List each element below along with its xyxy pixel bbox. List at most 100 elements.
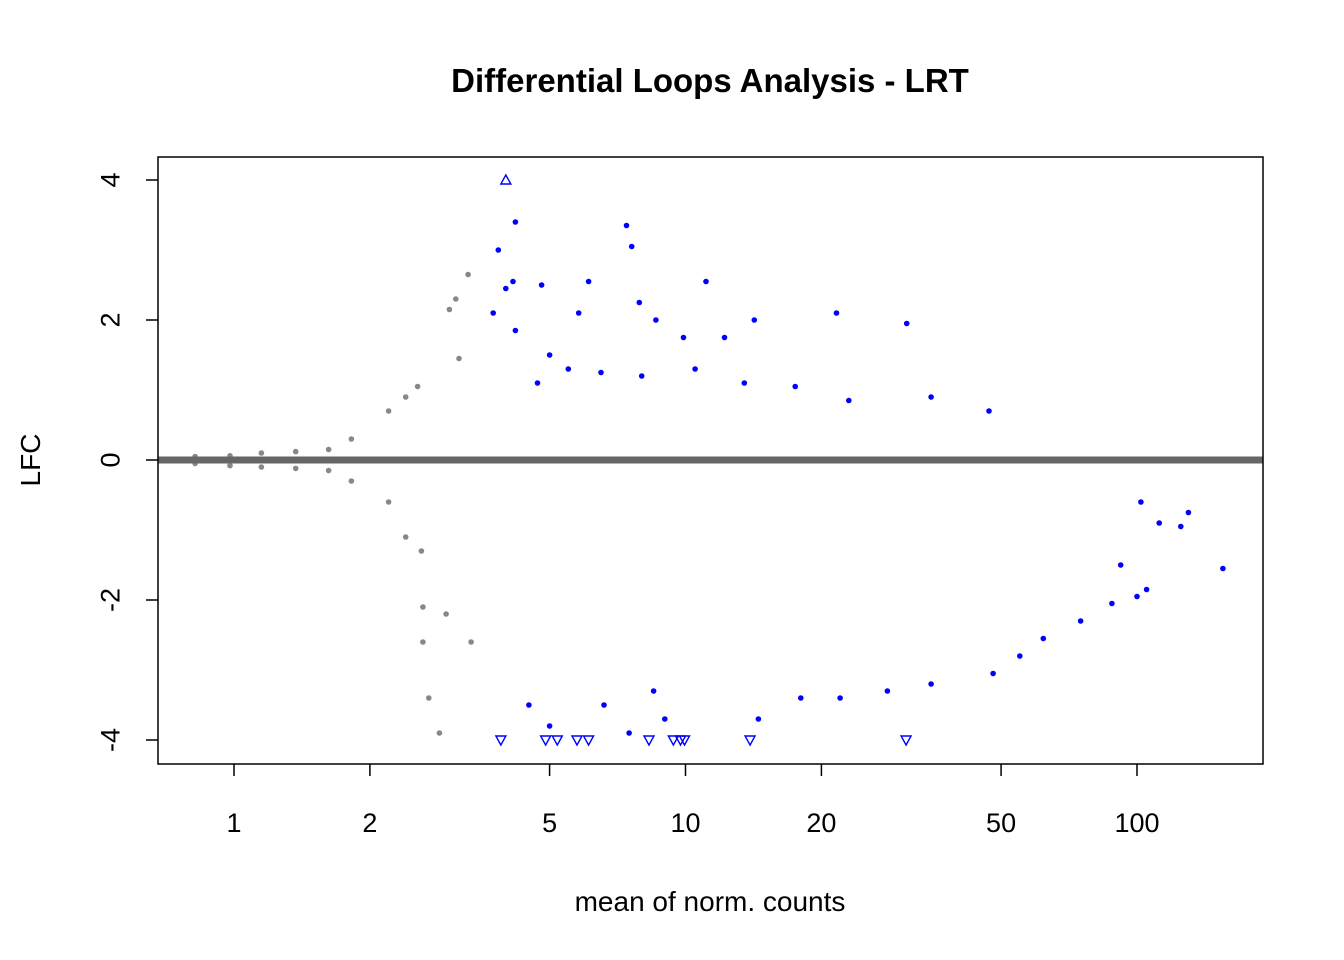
y-tick-label: 4 bbox=[95, 172, 125, 187]
data-point bbox=[526, 702, 532, 708]
data-point bbox=[741, 380, 748, 386]
data-point bbox=[585, 278, 592, 285]
data-point bbox=[512, 327, 519, 334]
data-point bbox=[446, 306, 453, 313]
data-point bbox=[402, 534, 409, 540]
data-point bbox=[1156, 520, 1162, 526]
out-of-range-down-marker bbox=[582, 735, 595, 747]
data-point bbox=[928, 681, 934, 687]
data-point bbox=[258, 450, 265, 456]
data-point bbox=[721, 334, 728, 341]
data-point bbox=[751, 317, 758, 323]
data-point bbox=[465, 271, 471, 278]
data-point bbox=[436, 730, 443, 736]
data-point bbox=[884, 688, 891, 694]
data-point bbox=[348, 436, 355, 442]
data-point bbox=[692, 366, 698, 372]
data-point bbox=[662, 716, 668, 722]
data-point bbox=[512, 219, 519, 225]
data-point bbox=[510, 278, 516, 285]
out-of-range-down-marker bbox=[678, 735, 691, 747]
data-point bbox=[546, 352, 553, 358]
data-point bbox=[1117, 562, 1124, 568]
data-point bbox=[601, 702, 607, 708]
data-point bbox=[443, 611, 449, 617]
data-point bbox=[792, 383, 798, 390]
data-point bbox=[565, 366, 572, 372]
data-point bbox=[420, 639, 426, 645]
y-tick-label: -2 bbox=[95, 588, 125, 612]
out-of-range-up-marker bbox=[499, 173, 513, 185]
out-of-range-down-marker bbox=[551, 735, 564, 747]
data-point bbox=[703, 278, 709, 285]
data-point bbox=[755, 716, 762, 722]
data-point bbox=[534, 380, 541, 386]
data-point bbox=[495, 247, 502, 253]
data-point bbox=[598, 369, 604, 376]
data-point bbox=[418, 548, 425, 554]
data-point bbox=[903, 320, 910, 327]
data-point bbox=[1138, 499, 1144, 505]
x-tick-label: 5 bbox=[542, 808, 557, 838]
data-point bbox=[833, 310, 840, 316]
data-point bbox=[680, 334, 687, 341]
x-axis-label: mean of norm. counts bbox=[575, 886, 846, 917]
data-point bbox=[546, 723, 553, 729]
data-point bbox=[1109, 600, 1115, 607]
data-point bbox=[575, 310, 582, 316]
data-point bbox=[928, 394, 934, 400]
data-point bbox=[798, 695, 804, 701]
x-axis: 1 2 5 10 20 50 100 bbox=[226, 764, 1160, 838]
data-points bbox=[192, 219, 1226, 736]
data-point bbox=[325, 446, 332, 453]
data-point bbox=[1143, 586, 1150, 593]
data-point bbox=[846, 397, 852, 404]
data-point bbox=[986, 408, 992, 414]
x-tick-label: 50 bbox=[986, 808, 1016, 838]
data-point bbox=[1185, 509, 1192, 516]
data-point bbox=[420, 604, 426, 610]
data-point bbox=[1017, 653, 1023, 659]
out-of-range-down-marker bbox=[539, 735, 552, 747]
data-point bbox=[1077, 618, 1084, 624]
data-point bbox=[626, 730, 632, 736]
data-point bbox=[385, 499, 392, 505]
out-of-range-down-marker bbox=[899, 735, 913, 747]
out-of-range-down-marker bbox=[642, 735, 656, 747]
data-point bbox=[348, 478, 355, 484]
series-points bbox=[490, 219, 1226, 736]
x-tick-label: 2 bbox=[362, 808, 377, 838]
data-point bbox=[292, 448, 299, 455]
out-of-range-down-marker bbox=[494, 735, 508, 747]
data-point bbox=[490, 310, 497, 316]
data-point bbox=[258, 464, 265, 470]
y-axis: -4 -2 0 2 4 bbox=[95, 172, 158, 752]
data-point bbox=[1220, 565, 1226, 572]
out-of-range-down-marker bbox=[743, 735, 757, 747]
data-point bbox=[503, 285, 509, 292]
data-point bbox=[325, 467, 332, 474]
data-point bbox=[1040, 635, 1047, 642]
data-point bbox=[638, 373, 645, 379]
data-point bbox=[837, 695, 843, 701]
data-point bbox=[990, 670, 996, 677]
data-point bbox=[653, 317, 659, 323]
data-point bbox=[292, 465, 299, 472]
data-point bbox=[227, 462, 233, 469]
data-point bbox=[468, 639, 474, 645]
data-point bbox=[628, 243, 635, 250]
data-point bbox=[538, 282, 545, 288]
series-points bbox=[192, 271, 474, 736]
data-point bbox=[426, 695, 432, 701]
chart-title: Differential Loops Analysis - LRT bbox=[451, 62, 969, 99]
out-of-range-markers bbox=[494, 173, 913, 747]
x-tick-label: 20 bbox=[806, 808, 836, 838]
data-point bbox=[385, 408, 392, 414]
x-tick-label: 10 bbox=[670, 808, 700, 838]
y-tick-label: 2 bbox=[95, 312, 125, 327]
data-point bbox=[453, 296, 459, 302]
data-point bbox=[636, 299, 643, 306]
y-axis-label: LFC bbox=[15, 434, 46, 487]
out-of-range-down-marker bbox=[667, 735, 680, 747]
data-point bbox=[1178, 523, 1184, 530]
